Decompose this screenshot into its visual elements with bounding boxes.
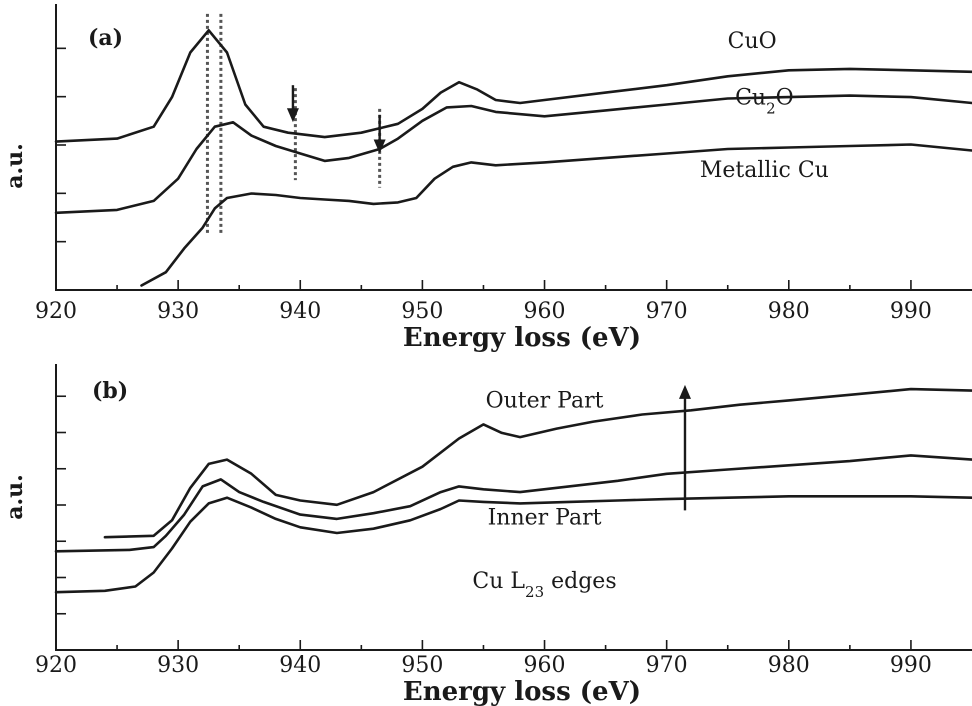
panel-b-ylabel: a.u.: [2, 474, 28, 520]
x-tick-label: 940: [279, 299, 321, 324]
panel-a: (a) a.u. Energy loss (eV) 920 930 940 950 96…: [2, 4, 972, 353]
series-label: Inner Part: [488, 506, 602, 531]
x-tick-label: 990: [890, 653, 932, 678]
x-tick-label: 950: [401, 653, 443, 678]
panel-a-ylabel: a.u.: [2, 143, 28, 189]
series-cuo-line: [54, 29, 972, 143]
x-tick-label: 960: [524, 653, 566, 678]
x-tick-label: 920: [35, 299, 77, 324]
x-tick-label: 980: [768, 653, 810, 678]
panel-a-xlabel: Energy loss (eV): [403, 323, 641, 353]
x-tick-label: 940: [279, 653, 321, 678]
x-tick-label: 970: [646, 299, 688, 324]
series-label-subscript: 23: [525, 583, 544, 601]
x-tick-label: 930: [157, 653, 199, 678]
x-tick-label: 930: [157, 299, 199, 324]
series-outer-part-line: [103, 387, 972, 539]
panel-b-label: (b): [92, 378, 128, 404]
x-tick-label: 950: [401, 299, 443, 324]
series-cu-l23-edges-line: [54, 495, 972, 594]
series-label-text: Inner Part: [488, 506, 602, 531]
series-label-text: CuO: [728, 29, 777, 54]
x-tick-label: 980: [768, 299, 810, 324]
series-label-text: Cu L: [472, 569, 525, 594]
x-tick-label: 920: [35, 653, 77, 678]
x-tick-label: 960: [524, 299, 566, 324]
series-metallic-cu-line: [140, 143, 972, 287]
series-label-text: Outer Part: [486, 388, 604, 413]
arrow-head: [286, 108, 299, 123]
series-label: Outer Part: [486, 388, 604, 413]
series-inner-part-line: [54, 454, 972, 553]
panel-b: (b) a.u. Energy loss (eV) 920 930 940 950 96…: [2, 364, 972, 706]
x-tick-label: 990: [890, 299, 932, 324]
series-label-tail: edges: [544, 569, 617, 594]
x-tick-label: 970: [646, 653, 688, 678]
series-cu2o-line: [54, 94, 972, 215]
series-label: CuO: [728, 29, 777, 54]
arrow-head: [373, 139, 386, 154]
series-label-subscript: 2: [766, 99, 776, 117]
arrow-head: [678, 384, 691, 399]
series-label: Metallic Cu: [700, 158, 829, 183]
series-label: Cu2O: [735, 85, 794, 117]
series-label-text: Metallic Cu: [700, 158, 829, 183]
series-label: Cu L23 edges: [472, 569, 616, 601]
panel-b-xlabel: Energy loss (eV): [403, 677, 641, 706]
series-label-tail: O: [776, 85, 794, 110]
series-label-text: Cu: [735, 85, 766, 110]
panel-a-label: (a): [88, 25, 123, 51]
